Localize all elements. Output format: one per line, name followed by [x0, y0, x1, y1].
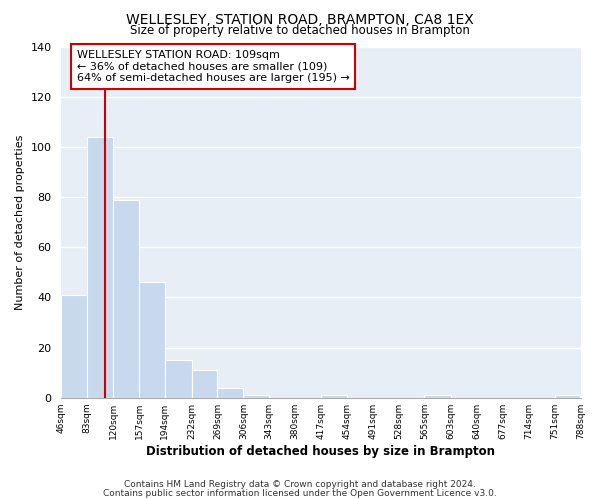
X-axis label: Distribution of detached houses by size in Brampton: Distribution of detached houses by size …: [146, 444, 496, 458]
Bar: [139, 282, 165, 398]
Bar: [554, 395, 580, 398]
Bar: [424, 395, 451, 398]
Bar: [243, 395, 269, 398]
Text: Contains public sector information licensed under the Open Government Licence v3: Contains public sector information licen…: [103, 488, 497, 498]
Bar: [217, 388, 243, 398]
Bar: [191, 370, 217, 398]
Text: Size of property relative to detached houses in Brampton: Size of property relative to detached ho…: [130, 24, 470, 37]
Bar: [87, 137, 113, 398]
Bar: [113, 200, 139, 398]
Bar: [321, 395, 347, 398]
Text: WELLESLEY STATION ROAD: 109sqm
← 36% of detached houses are smaller (109)
64% of: WELLESLEY STATION ROAD: 109sqm ← 36% of …: [77, 50, 350, 83]
Text: WELLESLEY, STATION ROAD, BRAMPTON, CA8 1EX: WELLESLEY, STATION ROAD, BRAMPTON, CA8 1…: [126, 12, 474, 26]
Bar: [165, 360, 191, 398]
Text: Contains HM Land Registry data © Crown copyright and database right 2024.: Contains HM Land Registry data © Crown c…: [124, 480, 476, 489]
Y-axis label: Number of detached properties: Number of detached properties: [15, 134, 25, 310]
Bar: [61, 295, 87, 398]
